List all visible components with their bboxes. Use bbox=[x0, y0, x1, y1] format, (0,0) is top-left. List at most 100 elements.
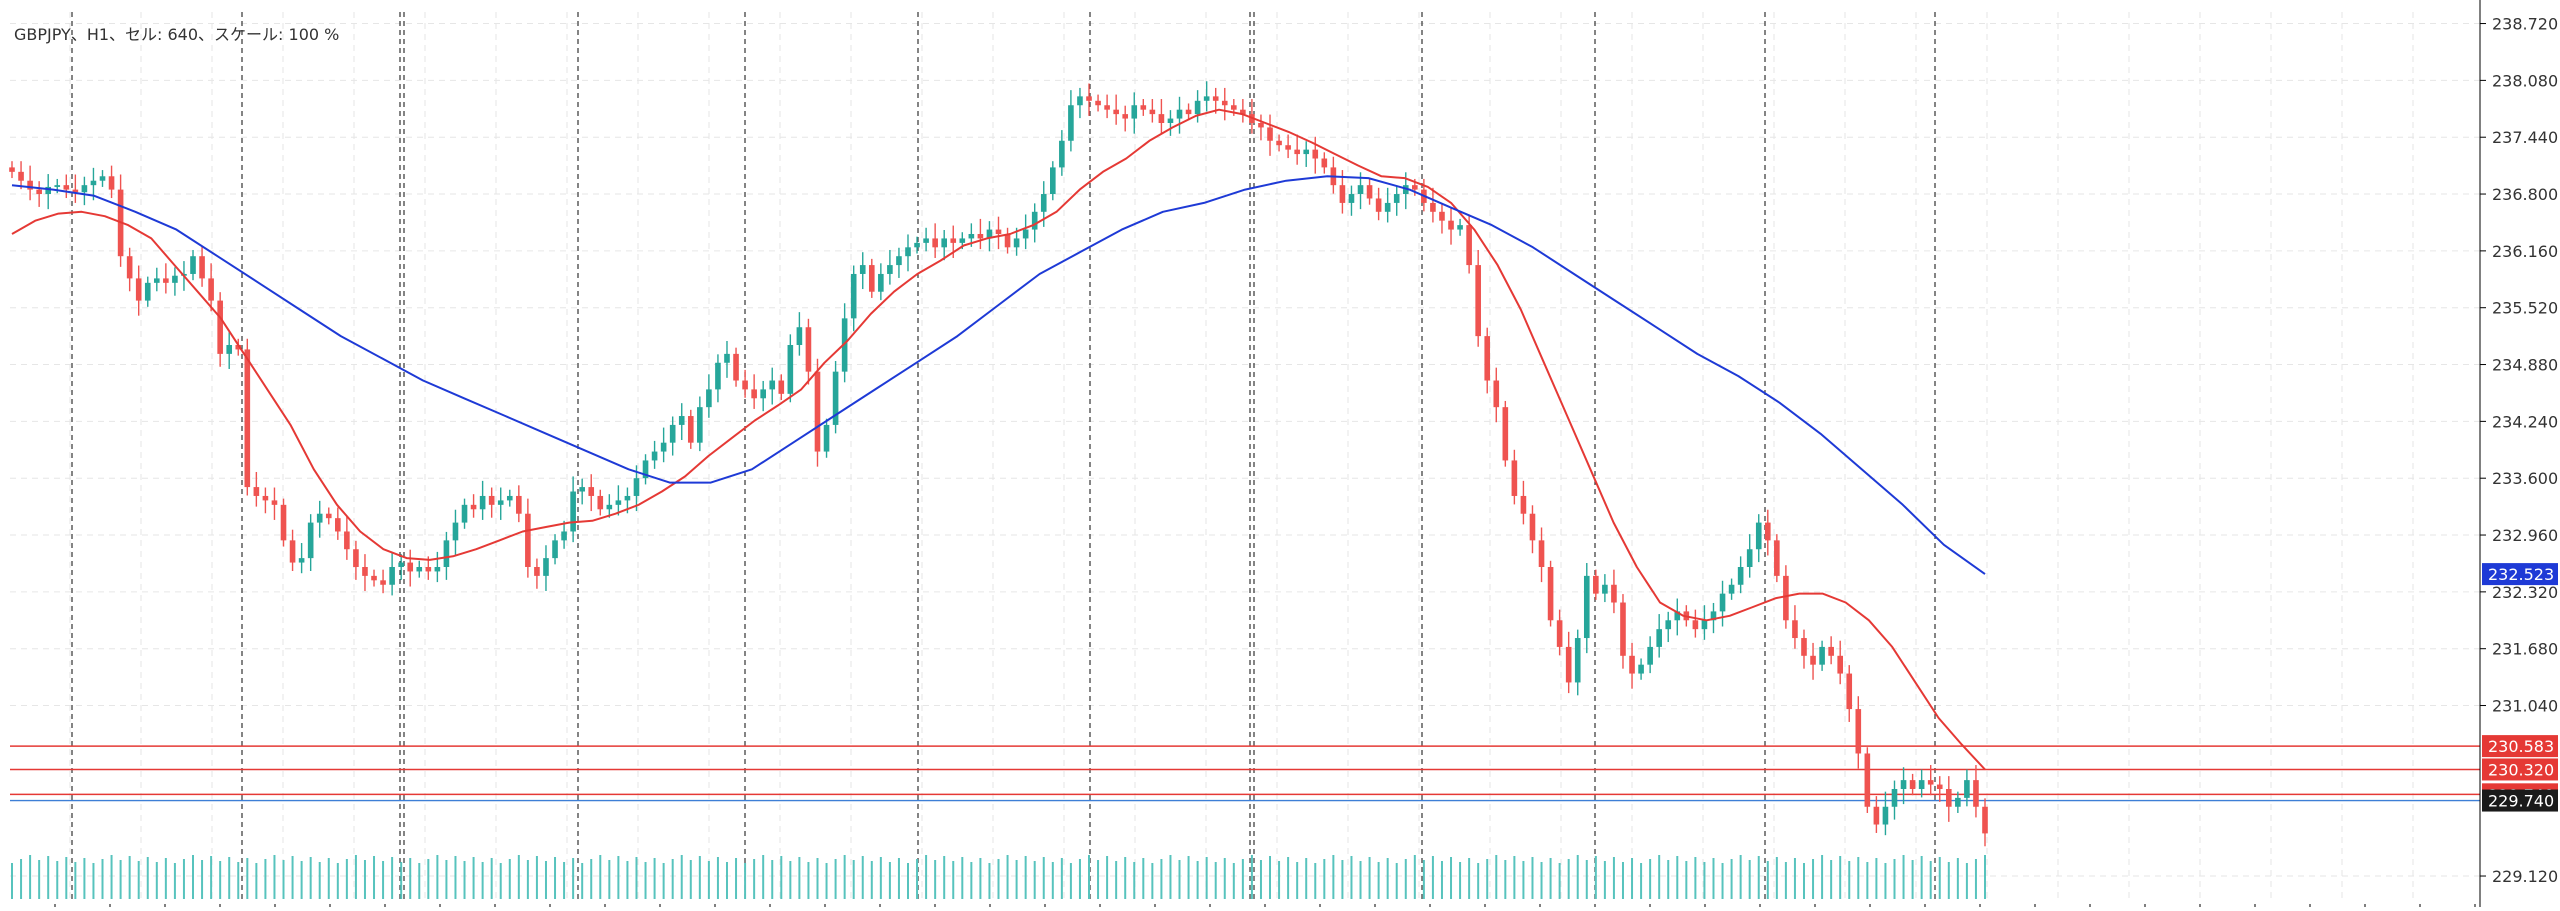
candle-body bbox=[1520, 495, 1527, 514]
candle-body bbox=[163, 278, 169, 283]
candle-body bbox=[715, 362, 721, 390]
candle-body bbox=[45, 186, 52, 195]
candle-body bbox=[1529, 513, 1536, 541]
candle-body bbox=[506, 495, 513, 501]
y-tick-label: 237.440 bbox=[2492, 128, 2558, 147]
candle-body bbox=[1620, 602, 1626, 656]
candle-body bbox=[1312, 149, 1319, 159]
candle-body bbox=[1755, 522, 1762, 550]
candle-body bbox=[1031, 211, 1038, 230]
candle-body bbox=[1900, 780, 1907, 789]
candle-body bbox=[262, 495, 269, 501]
candle-body bbox=[1665, 620, 1672, 630]
candle-body bbox=[1176, 109, 1183, 119]
candle-body bbox=[570, 491, 576, 532]
candle-body bbox=[742, 380, 748, 390]
candle-body bbox=[1439, 211, 1445, 221]
candle-body bbox=[353, 549, 359, 567]
candle-body bbox=[1593, 575, 1599, 594]
candle-body bbox=[1855, 709, 1862, 754]
candle-body bbox=[588, 487, 595, 496]
y-tick-label: 232.960 bbox=[2492, 526, 2558, 545]
ma-fast-line bbox=[11, 108, 1986, 771]
candle-body bbox=[362, 567, 368, 576]
candle-body bbox=[1077, 96, 1083, 106]
candle-body bbox=[660, 442, 667, 452]
candle-body bbox=[516, 495, 522, 514]
candle-body bbox=[1792, 620, 1798, 639]
candle-body bbox=[1321, 158, 1328, 168]
candle-body bbox=[99, 176, 106, 181]
candle-body bbox=[244, 349, 251, 488]
candle-body bbox=[1122, 114, 1129, 119]
candle-body bbox=[805, 327, 812, 372]
candle-body bbox=[316, 513, 323, 523]
candle-body bbox=[1059, 140, 1065, 168]
candle-body bbox=[1602, 584, 1608, 594]
candle-body bbox=[479, 495, 486, 510]
y-tick-label: 238.080 bbox=[2492, 71, 2558, 90]
candle-body bbox=[1964, 780, 1970, 798]
candle-body bbox=[850, 273, 857, 319]
candle-body bbox=[1430, 202, 1436, 212]
candle-body bbox=[1258, 123, 1264, 128]
candle-body bbox=[1909, 780, 1916, 789]
candle-body bbox=[9, 167, 15, 172]
y-tick-label: 229.120 bbox=[2492, 867, 2558, 886]
candle-body bbox=[298, 558, 305, 563]
candle-body bbox=[1719, 593, 1726, 612]
candle-body bbox=[932, 238, 938, 248]
candle-body bbox=[307, 522, 314, 559]
candle-body bbox=[1357, 185, 1364, 195]
candle-body bbox=[1810, 655, 1816, 665]
candle-body bbox=[1511, 460, 1518, 496]
candle-body bbox=[1140, 105, 1147, 110]
session-separators bbox=[71, 12, 1936, 899]
candle-body bbox=[1692, 620, 1699, 630]
candle-body bbox=[1746, 549, 1753, 567]
y-tick-label: 236.160 bbox=[2492, 242, 2558, 261]
candle-body bbox=[63, 185, 70, 190]
candle-body bbox=[859, 265, 866, 274]
candle-body bbox=[977, 234, 984, 239]
candle-body bbox=[1710, 611, 1717, 621]
candle-body bbox=[72, 189, 79, 193]
candle-body bbox=[841, 318, 848, 372]
candle-body bbox=[778, 380, 785, 394]
candle-body bbox=[1583, 575, 1590, 639]
candle-body bbox=[878, 273, 884, 292]
candle-body bbox=[452, 522, 459, 541]
candle-body bbox=[1276, 140, 1282, 146]
candle-body bbox=[1574, 638, 1581, 683]
candle-body bbox=[1701, 620, 1708, 630]
candle-body bbox=[1086, 96, 1092, 101]
candle-body bbox=[1221, 100, 1228, 106]
candle-body bbox=[597, 495, 604, 510]
candle-body bbox=[226, 345, 233, 354]
candle-body bbox=[968, 234, 975, 239]
candles[interactable] bbox=[9, 81, 1988, 847]
candle-body bbox=[1611, 584, 1617, 603]
y-tick-label: 236.800 bbox=[2492, 185, 2558, 204]
candle-body bbox=[1629, 655, 1635, 674]
candle-body bbox=[1448, 220, 1454, 230]
candle-body bbox=[1104, 105, 1110, 110]
candle-body bbox=[615, 500, 622, 505]
candle-body bbox=[1493, 380, 1500, 408]
candle-body bbox=[651, 451, 658, 461]
reference-price-label: 230.320 bbox=[2488, 760, 2554, 779]
candle-body bbox=[624, 495, 631, 501]
candle-body bbox=[1846, 673, 1853, 710]
candle-body bbox=[1212, 96, 1219, 101]
candle-body bbox=[1384, 202, 1391, 212]
grid-lines bbox=[10, 12, 2480, 899]
candle-body bbox=[217, 300, 223, 354]
candle-body bbox=[1158, 114, 1165, 123]
ma-slow-price-label: 232.523 bbox=[2488, 565, 2554, 584]
reference-price-label-bg bbox=[2482, 758, 2558, 781]
candle-body bbox=[1285, 145, 1291, 150]
candle-body bbox=[1927, 780, 1934, 785]
